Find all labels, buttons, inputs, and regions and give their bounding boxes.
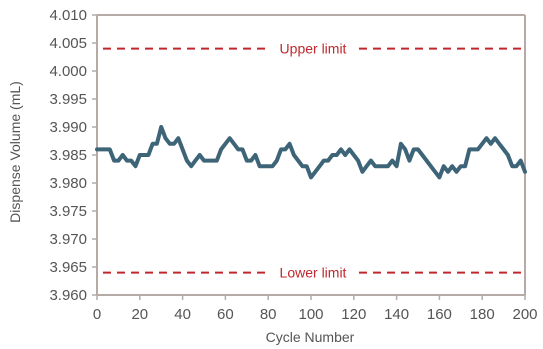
y-axis-title: Dispense Volume (mL) <box>7 81 23 223</box>
limit-label: Upper limit <box>280 41 347 57</box>
x-tick-label: 120 <box>341 306 366 323</box>
x-axis-ticks: 0 20 40 60 80 100 120 140 160 180 200 <box>93 295 538 323</box>
x-axis-title: Cycle Number <box>266 329 355 345</box>
series-layer <box>95 125 527 180</box>
x-tick-label: 160 <box>427 306 452 323</box>
x-tick-label: 140 <box>384 306 409 323</box>
y-tick-label: 3.975 <box>49 203 87 220</box>
limit-label: Lower limit <box>280 265 347 281</box>
x-tick-label: 60 <box>217 306 234 323</box>
limit-lines: Upper limit Lower limit <box>103 41 521 281</box>
y-tick-label: 3.985 <box>49 147 87 164</box>
y-tick-label: 3.965 <box>49 259 87 276</box>
x-tick-label: 20 <box>131 306 148 323</box>
plot-frame <box>96 14 526 296</box>
x-tick-label: 40 <box>174 306 191 323</box>
x-tick-label: 0 <box>93 306 101 323</box>
y-tick-label: 4.000 <box>49 63 87 80</box>
y-tick-label: 4.005 <box>49 35 87 52</box>
x-tick-label: 180 <box>470 306 495 323</box>
y-tick-label: 3.980 <box>49 175 87 192</box>
y-tick-label: 3.990 <box>49 119 87 136</box>
series-line <box>95 125 527 180</box>
x-tick-label: 200 <box>512 306 537 323</box>
y-tick-label: 3.995 <box>49 91 87 108</box>
x-tick-label: 100 <box>298 306 323 323</box>
y-axis-ticks: 3.960 3.965 3.970 3.975 3.980 3.985 3.990 3.995… <box>49 7 97 304</box>
y-tick-label: 3.960 <box>49 287 87 304</box>
x-tick-label: 80 <box>260 306 277 323</box>
y-tick-label: 4.010 <box>49 7 87 24</box>
y-tick-label: 3.970 <box>49 231 87 248</box>
